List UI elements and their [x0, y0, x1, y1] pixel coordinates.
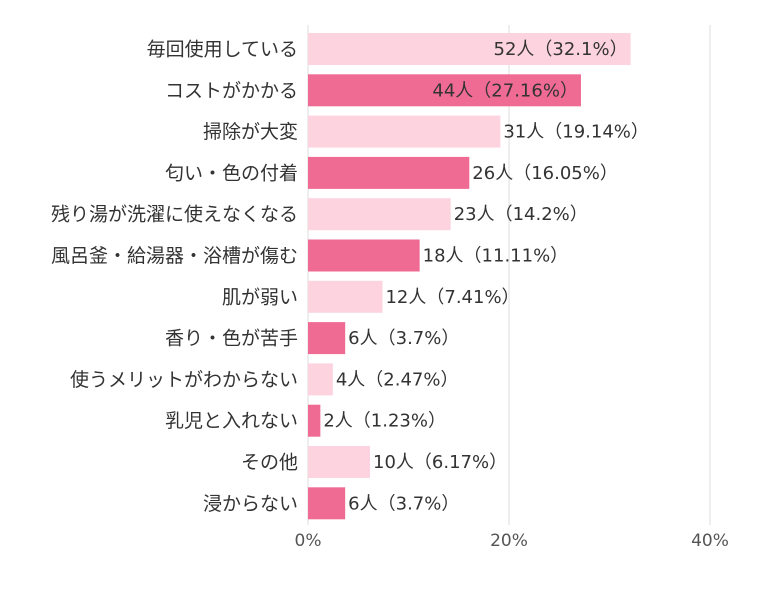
y-tick-label: 浸からない [203, 493, 298, 515]
x-tick-label: 40% [691, 531, 729, 551]
y-tick-label: 残り湯が洗濯に使えなくなる [51, 204, 298, 226]
bar [308, 404, 321, 437]
value-label: 4人（2.47%） [336, 369, 459, 390]
value-label: 52人（32.1%） [494, 39, 628, 60]
y-tick-label: 乳児と入れない [165, 410, 298, 432]
y-tick-label: 毎回使用している [147, 39, 298, 61]
bar [308, 322, 346, 355]
bar [308, 198, 451, 231]
y-tick-label: コストがかかる [165, 80, 298, 102]
bar [308, 239, 420, 272]
bar [308, 446, 371, 478]
y-tick-label: 風呂釜・給湯器・浴槽が傷む [51, 245, 298, 267]
bar [308, 156, 470, 189]
value-label: 10人（6.17%） [373, 452, 507, 473]
bar [308, 74, 581, 107]
bar [308, 280, 383, 313]
y-tick-label: その他 [241, 452, 298, 474]
value-label: 2人（1.23%） [323, 411, 446, 432]
y-tick-label: 使うメリットがわからない [70, 369, 298, 391]
x-tick-label: 20% [490, 531, 528, 551]
bar [308, 115, 501, 148]
y-tick-label: 掃除が大変 [203, 121, 298, 143]
bar [308, 487, 346, 520]
value-label: 6人（3.7%） [348, 493, 459, 514]
bar [308, 363, 333, 396]
value-label: 6人（3.7%） [348, 328, 459, 349]
value-label: 23人（14.2%） [454, 204, 588, 225]
value-label: 31人（19.14%） [503, 122, 649, 143]
y-tick-label: 匂い・色の付着 [165, 162, 298, 184]
value-label: 18人（11.11%） [423, 246, 569, 267]
value-label: 44人（27.16%） [432, 80, 578, 101]
value-label: 12人（7.41%） [385, 287, 519, 308]
bar [308, 33, 631, 65]
value-label: 26人（16.05%） [472, 163, 618, 184]
y-tick-label: 香り・色が苦手 [165, 328, 298, 350]
y-tick-label: 肌が弱い [222, 286, 298, 308]
x-tick-label: 0% [295, 531, 322, 551]
